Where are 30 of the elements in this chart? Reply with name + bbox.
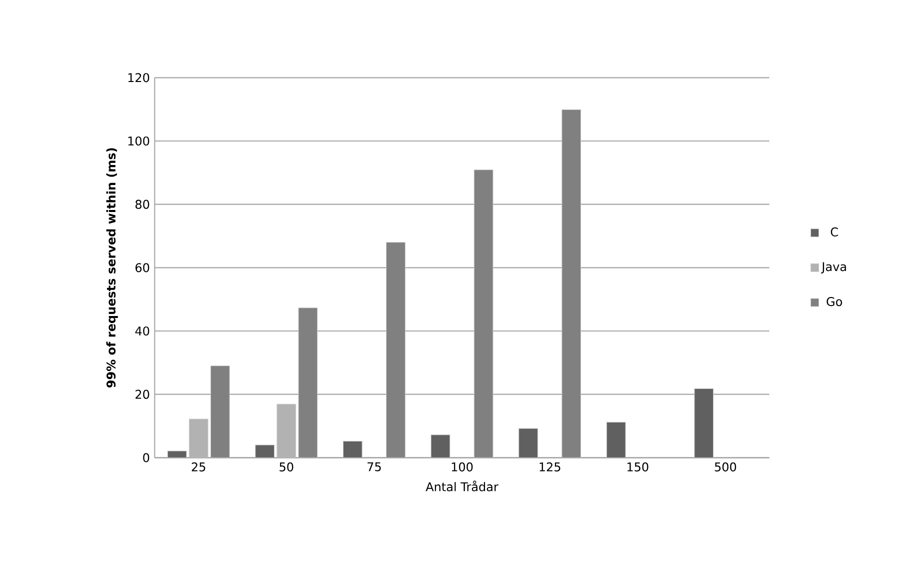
- legend-label: Go: [826, 297, 842, 306]
- x-tick-label: 500: [714, 462, 736, 472]
- bar: [518, 428, 538, 458]
- y-tick-label: 0: [143, 453, 150, 462]
- x-tick-label: 125: [540, 462, 560, 472]
- legend-label: C: [830, 227, 838, 236]
- bar: [255, 444, 274, 458]
- bar: [694, 388, 714, 458]
- x-tick-label: 50: [280, 462, 294, 472]
- y-tick-label: 100: [128, 136, 150, 146]
- x-tick-label: 25: [192, 462, 206, 472]
- bar: [298, 308, 318, 458]
- bar: [474, 170, 494, 458]
- bar: [386, 242, 406, 458]
- x-axis-title: Antal Trådar: [426, 480, 498, 492]
- y-tick-label: 120: [128, 73, 150, 82]
- y-tick-label: 20: [136, 390, 150, 399]
- bar: [606, 422, 626, 458]
- y-tick-label: 80: [136, 200, 150, 209]
- y-tick-label: 40: [135, 326, 150, 336]
- x-tick-label: 100: [452, 462, 473, 472]
- bar: [342, 440, 362, 458]
- x-tick-label: 75: [368, 462, 381, 472]
- legend-label: Java: [821, 262, 846, 274]
- bar: [430, 434, 450, 458]
- y-axis-title: 99% of requests served within (ms): [106, 148, 118, 388]
- y-tick-label: 60: [136, 263, 150, 272]
- bar: [210, 366, 230, 458]
- x-tick-label: 150: [627, 462, 648, 472]
- bar: [562, 109, 582, 458]
